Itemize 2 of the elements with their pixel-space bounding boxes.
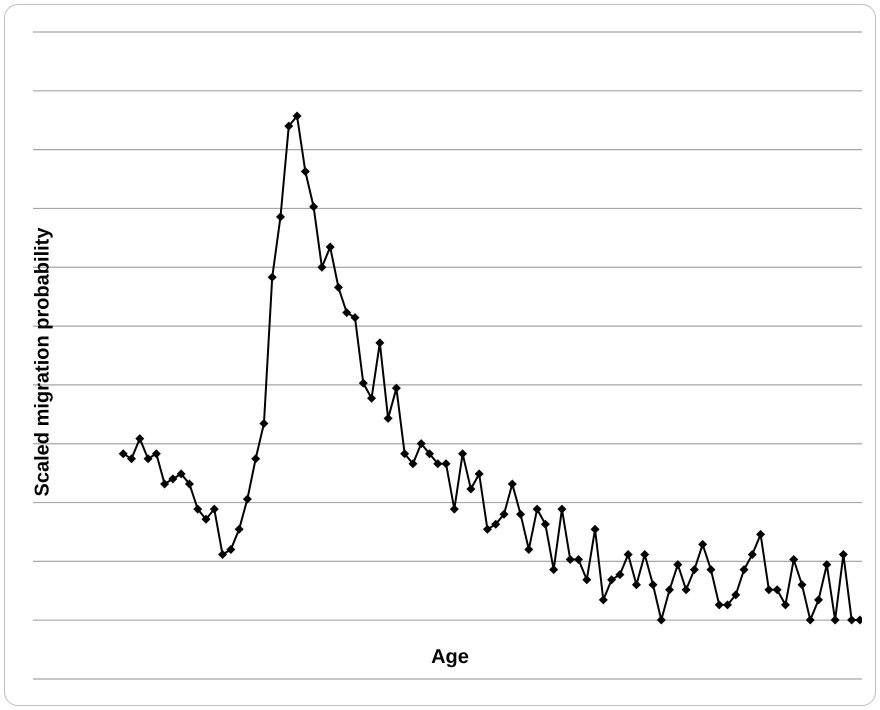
x-axis-title: Age [430,646,470,669]
y-axis-title: Scaled migration probability [32,228,54,496]
